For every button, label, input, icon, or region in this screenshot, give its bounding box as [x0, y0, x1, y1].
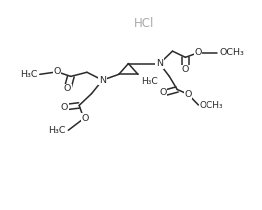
- Text: N: N: [99, 76, 106, 85]
- Text: O: O: [159, 88, 167, 97]
- Text: H₃C: H₃C: [141, 77, 157, 86]
- Text: O: O: [64, 84, 71, 93]
- Text: O: O: [182, 65, 189, 74]
- Text: N: N: [156, 59, 163, 68]
- Text: O: O: [53, 67, 61, 76]
- Text: OCH₃: OCH₃: [219, 48, 244, 57]
- Text: HCl: HCl: [134, 17, 154, 30]
- Text: H₃C: H₃C: [20, 70, 37, 79]
- Text: OCH₃: OCH₃: [200, 101, 223, 109]
- Text: H₃C: H₃C: [48, 126, 66, 135]
- Text: O: O: [81, 114, 89, 123]
- Text: O: O: [194, 48, 201, 57]
- Text: O: O: [184, 90, 192, 99]
- Text: O: O: [61, 102, 68, 112]
